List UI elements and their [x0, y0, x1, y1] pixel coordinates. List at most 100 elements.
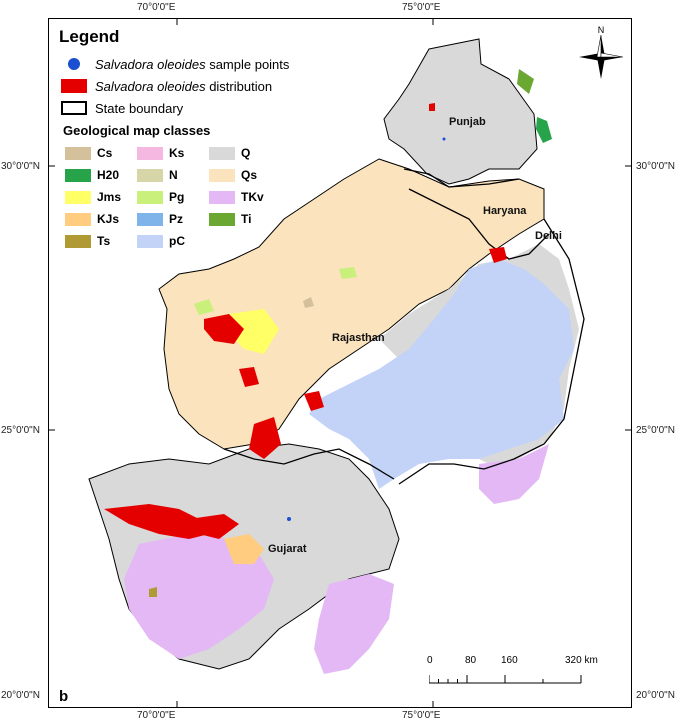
geo-class-n: N — [137, 164, 209, 186]
axis-right-20n: 20°0'0"N — [636, 690, 675, 701]
class-ti-patch — [517, 69, 534, 94]
legend-state-boundary: State boundary — [59, 97, 379, 119]
label-haryana: Haryana — [483, 205, 527, 217]
class-tkv-saurashtra — [124, 534, 274, 659]
geo-class-label: Jms — [97, 190, 122, 204]
geo-swatch — [209, 146, 235, 160]
geo-class-jms: Jms — [65, 186, 137, 208]
geo-class-label: Cs — [97, 146, 113, 160]
geo-swatch — [65, 234, 91, 248]
label-gujarat: Gujarat — [268, 543, 307, 555]
geo-class-pc: pC — [137, 230, 209, 252]
class-jms-area — [229, 309, 279, 354]
axis-top-75e: 75°0'0"E — [402, 2, 441, 13]
legend: Legend Salvadora oleoides sample points … — [59, 27, 379, 252]
north-arrow: N — [579, 25, 624, 83]
geo-class-label: KJs — [97, 212, 120, 226]
scale-tick-160: 160 — [501, 655, 518, 666]
geo-swatch — [65, 212, 91, 226]
axis-left-30n: 30°0'0"N — [1, 161, 40, 172]
legend-sample-species: Salvadora oleoides — [95, 56, 206, 72]
axis-bottom-75e: 75°0'0"E — [402, 710, 441, 721]
geo-swatch — [209, 190, 235, 204]
scale-tick-80: 80 — [465, 655, 477, 666]
axis-right-25n: 25°0'0"N — [636, 425, 675, 436]
geo-swatch — [65, 190, 91, 204]
geo-class-label: TKv — [241, 190, 264, 204]
geological-map — [49, 19, 631, 707]
geo-class-pz: Pz — [137, 208, 209, 230]
geo-classes-title: Geological map classes — [63, 123, 211, 138]
class-ts-patch — [149, 587, 157, 597]
axis-left-25n: 25°0'0"N — [1, 425, 40, 436]
boundary-haryana-rajasthan — [408, 188, 550, 260]
geo-swatch — [65, 168, 91, 182]
map-frame: Legend Salvadora oleoides sample points … — [48, 18, 632, 708]
legend-distribution-species: Salvadora oleoides — [95, 78, 206, 94]
geo-class-label: H20 — [97, 168, 120, 182]
class-h20-patch — [536, 117, 552, 143]
geo-class-label: Qs — [241, 168, 258, 182]
distribution-patches — [104, 103, 507, 539]
geo-class-label: Ti — [241, 212, 252, 226]
geo-classes-grid: Cs Ks Q H20 N Qs Jms Pg TKv KJs Pz Ti Ts pC — [65, 142, 379, 252]
class-kjs-area — [224, 534, 264, 564]
panel-label: b — [59, 688, 69, 705]
class-pg-patch — [339, 267, 357, 279]
class-q-area — [383, 38, 538, 185]
class-cs-patch — [303, 297, 314, 308]
distribution-swatch — [59, 79, 89, 93]
geo-class-label: pC — [169, 234, 185, 248]
class-pg-patch-2 — [194, 299, 214, 315]
legend-title: Legend — [59, 27, 120, 46]
legend-distribution: Salvadora oleoides distribution — [59, 75, 379, 97]
legend-sample-points: Salvadora oleoides sample points — [59, 53, 379, 75]
legend-distribution-text: distribution — [205, 78, 273, 94]
legend-state-boundary-label: State boundary — [95, 100, 184, 116]
scale-tick-320: 320 km — [565, 655, 598, 666]
geo-class-cs: Cs — [65, 142, 137, 164]
geo-swatch — [65, 146, 91, 160]
geo-swatch — [137, 146, 163, 160]
boundary-rajasthan-mp — [398, 218, 585, 485]
axis-right-30n: 30°0'0"N — [636, 161, 675, 172]
scale-tick-0: 0 — [427, 655, 433, 666]
class-tkv-south — [314, 574, 394, 674]
legend-sample-text: sample points — [205, 56, 290, 72]
geo-swatch — [137, 212, 163, 226]
axis-top-70e: 70°0'0"E — [137, 2, 176, 13]
geo-class-q: Q — [209, 142, 281, 164]
geo-class-label: Ks — [169, 146, 185, 160]
geo-class-tkv: TKv — [209, 186, 281, 208]
geo-class-ks: Ks — [137, 142, 209, 164]
boundary-rajasthan-gujarat — [223, 448, 395, 480]
geo-swatch — [137, 168, 163, 182]
north-label: N — [597, 25, 605, 35]
axis-left-20n: 20°0'0"N — [1, 690, 40, 701]
axis-bottom-70e: 70°0'0"E — [137, 710, 176, 721]
state-boundary-swatch — [59, 101, 89, 115]
class-tkv-east — [479, 444, 549, 504]
label-rajasthan: Rajasthan — [332, 332, 385, 344]
label-delhi: Delhi — [535, 230, 562, 242]
geo-class-pg: Pg — [137, 186, 209, 208]
geo-class-kjs: KJs — [65, 208, 137, 230]
sample-point-icon — [59, 57, 89, 71]
class-pc-area — [309, 259, 574, 489]
label-punjab: Punjab — [449, 116, 486, 128]
geo-class-label: Pz — [169, 212, 184, 226]
compass-icon — [579, 34, 624, 79]
geo-swatch — [137, 190, 163, 204]
geo-class-label: Ts — [97, 234, 111, 248]
geo-swatch — [209, 212, 235, 226]
boundary-punjab-haryana — [403, 168, 520, 188]
geo-class-qs: Qs — [209, 164, 281, 186]
geo-class-h20: H20 — [65, 164, 137, 186]
geo-class-ti: Ti — [209, 208, 281, 230]
geo-class-ts: Ts — [65, 230, 137, 252]
scale-ruler — [429, 675, 582, 684]
geo-swatch — [209, 168, 235, 182]
scale-bar: 0 80 160 320 km — [427, 655, 617, 695]
geo-swatch — [137, 234, 163, 248]
geo-class-label: Pg — [169, 190, 185, 204]
